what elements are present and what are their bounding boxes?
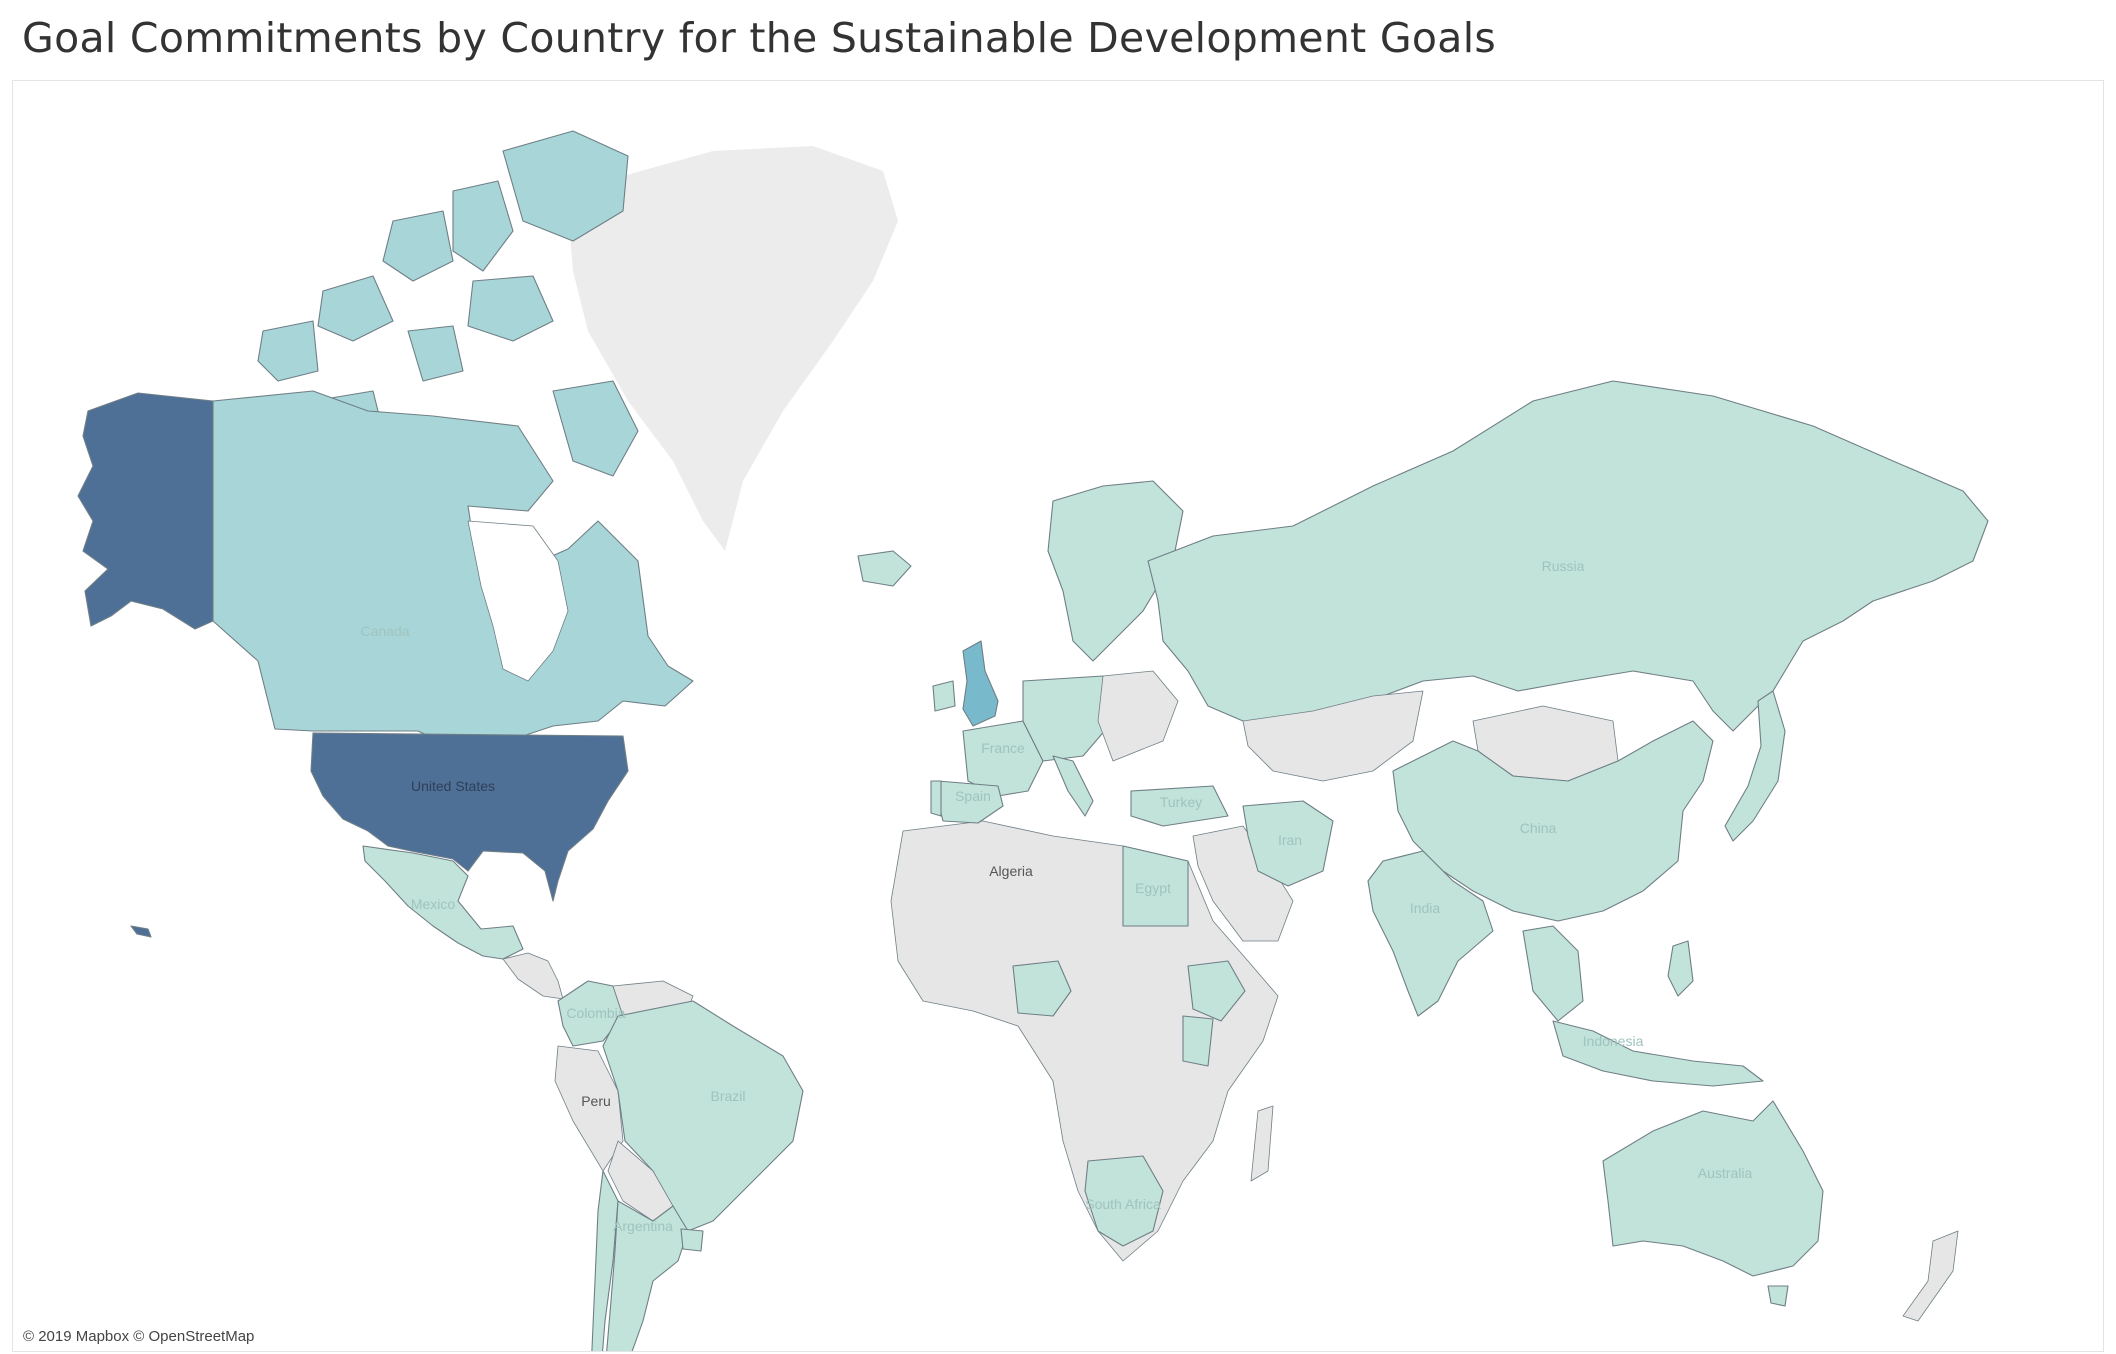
country-united-states[interactable] [310,732,629,902]
country-new-zealand [1902,1230,1959,1322]
arctic-island-1[interactable] [502,130,629,242]
label-brazil: Brazil [710,1088,745,1104]
label-colombia: Colombia [566,1005,625,1021]
map-attribution: © 2019 Mapbox © OpenStreetMap [23,1328,255,1345]
country-iceland[interactable] [857,550,912,587]
label-canada: Canada [360,623,409,639]
country-australia[interactable] [1602,1100,1824,1277]
label-turkey: Turkey [1160,794,1202,810]
country-alaska[interactable] [77,392,214,630]
country-egypt[interactable] [1122,845,1189,927]
arctic-island-4[interactable] [317,275,394,342]
country-russia[interactable] [1147,380,1989,732]
label-india: India [1410,900,1441,916]
country-italy[interactable] [1052,755,1094,817]
country-iran[interactable] [1242,800,1334,887]
label-algeria: Algeria [989,863,1033,879]
region-central-asia [1242,690,1424,782]
arctic-island-6[interactable] [467,275,554,342]
label-argentina: Argentina [613,1218,673,1234]
country-canada[interactable] [212,390,694,747]
label-united-states: United States [411,778,495,794]
label-spain: Spain [955,788,991,804]
country-uruguay[interactable] [680,1228,704,1252]
country-central-america [502,952,564,1000]
label-iran: Iran [1278,832,1302,848]
country-philippines[interactable] [1667,940,1694,997]
label-egypt: Egypt [1135,880,1171,896]
country-nigeria[interactable] [1012,960,1072,1017]
hudson-bay [467,520,569,682]
label-indonesia: Indonesia [1583,1033,1644,1049]
map-viewport[interactable]: Canada United States Mexico Colombia Peru Bra… [12,80,2104,1352]
country-norway-sweden-finland[interactable] [1047,480,1184,662]
label-russia: Russia [1542,558,1585,574]
country-tasmania[interactable] [1767,1285,1789,1307]
country-ireland[interactable] [932,680,956,712]
country-kenya[interactable] [1182,1015,1214,1067]
arctic-island-8[interactable] [552,380,639,477]
country-india[interactable] [1367,850,1494,1017]
country-china[interactable] [1392,720,1714,922]
label-france: France [981,740,1025,756]
country-eastern-europe [1097,670,1179,762]
country-mexico[interactable] [362,845,524,960]
label-south-africa: South Africa [1085,1196,1161,1212]
label-mexico: Mexico [411,896,456,912]
country-indonesia[interactable] [1552,1020,1764,1087]
arctic-island-3[interactable] [382,210,454,282]
country-japan[interactable] [1724,690,1786,842]
map-title: Goal Commitments by Country for the Sust… [22,14,1497,62]
country-south-africa[interactable] [1084,1155,1164,1247]
arctic-island-7[interactable] [407,325,464,382]
us-hawaii[interactable] [130,925,152,938]
arctic-island-5[interactable] [257,320,319,382]
label-china: China [1520,820,1557,836]
country-argentina[interactable] [605,1200,689,1351]
country-united-kingdom[interactable] [962,640,999,727]
country-brazil[interactable] [602,1000,804,1232]
country-ethiopia[interactable] [1187,960,1246,1022]
country-portugal[interactable] [930,780,942,817]
arctic-island-2[interactable] [452,180,514,272]
country-madagascar [1250,1105,1274,1182]
label-peru: Peru [581,1093,611,1109]
country-turkey[interactable] [1130,785,1229,827]
greenland-region [568,146,898,551]
label-australia: Australia [1698,1165,1753,1181]
country-southeast-asia[interactable] [1522,925,1584,1022]
